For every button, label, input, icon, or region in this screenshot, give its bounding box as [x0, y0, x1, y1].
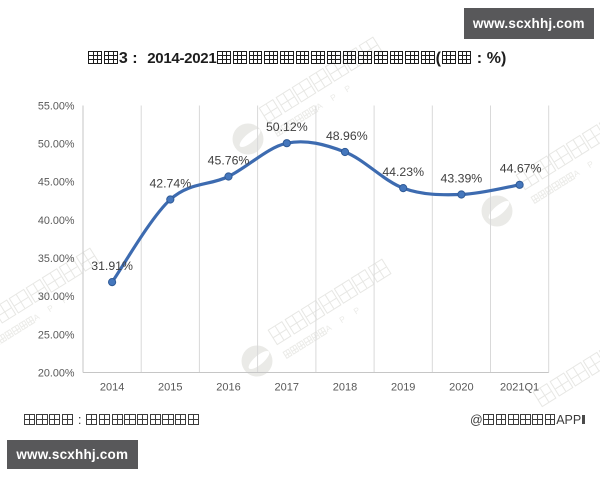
svg-text:31.91%: 31.91% — [91, 259, 133, 273]
svg-text:2020: 2020 — [449, 382, 473, 394]
svg-text:2021Q1: 2021Q1 — [500, 382, 539, 394]
svg-text:50.00%: 50.00% — [38, 139, 75, 151]
svg-text:44.23%: 44.23% — [382, 165, 424, 179]
svg-text:2016: 2016 — [216, 382, 240, 394]
svg-text:30.00%: 30.00% — [38, 291, 75, 303]
svg-text:2019: 2019 — [391, 382, 415, 394]
svg-text:20.00%: 20.00% — [38, 368, 75, 380]
svg-text:2018: 2018 — [333, 382, 357, 394]
svg-text:42.74%: 42.74% — [149, 176, 191, 190]
svg-text:44.67%: 44.67% — [500, 162, 542, 176]
svg-text:45.76%: 45.76% — [208, 153, 250, 167]
svg-text:2014: 2014 — [100, 382, 124, 394]
svg-text:2017: 2017 — [275, 382, 299, 394]
svg-text:25.00%: 25.00% — [38, 329, 75, 341]
svg-text:55.00%: 55.00% — [38, 100, 75, 112]
svg-text:2015: 2015 — [158, 382, 182, 394]
svg-text:50.12%: 50.12% — [266, 120, 308, 134]
svg-text:48.96%: 48.96% — [326, 129, 368, 143]
svg-text:40.00%: 40.00% — [38, 215, 75, 227]
svg-text:35.00%: 35.00% — [38, 253, 75, 265]
svg-text:45.00%: 45.00% — [38, 177, 75, 189]
svg-text:43.39%: 43.39% — [441, 171, 483, 185]
